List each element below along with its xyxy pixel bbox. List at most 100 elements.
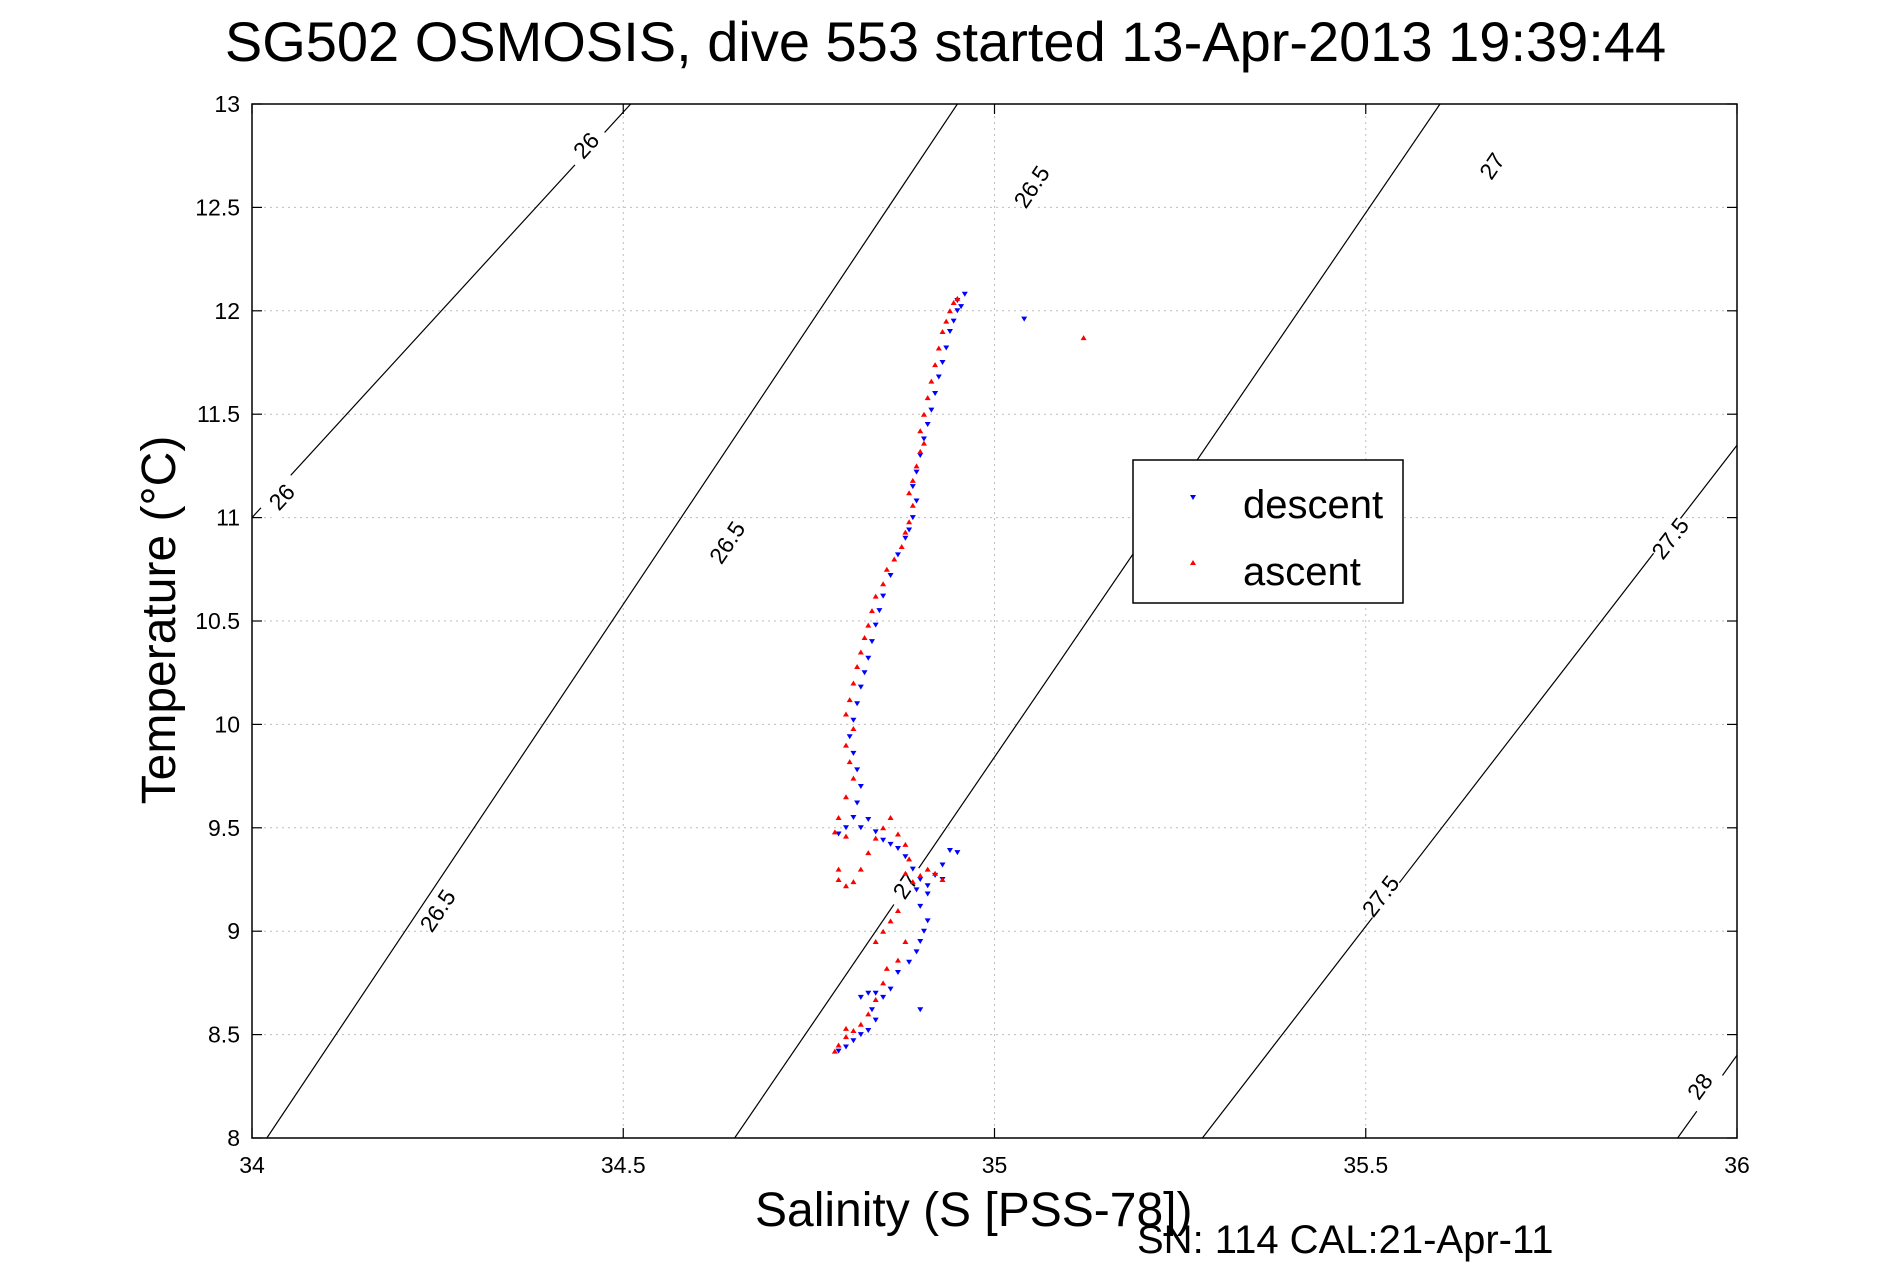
ascent-point	[920, 440, 927, 446]
descent-point	[850, 750, 857, 756]
ascent-point	[865, 622, 872, 628]
ascent-point	[850, 1027, 857, 1033]
descent-point	[913, 498, 920, 504]
ascent-point	[924, 395, 931, 401]
descent-point	[946, 328, 953, 334]
ascent-point	[902, 529, 909, 535]
descent-point	[954, 308, 961, 314]
x-tick-label: 35.5	[1343, 1152, 1388, 1178]
ascent-point	[835, 866, 842, 872]
y-tick-label: 8.5	[208, 1022, 240, 1048]
descent-point	[935, 374, 942, 380]
legend-box	[1132, 459, 1404, 604]
ascent-point	[939, 877, 946, 882]
ascent-point	[924, 866, 931, 872]
y-tick-label: 13	[214, 91, 240, 117]
descent-point	[887, 986, 894, 992]
ascent-point	[894, 957, 901, 963]
descent-point	[906, 527, 913, 533]
descent-point	[857, 1032, 864, 1038]
descent-point	[917, 1007, 924, 1013]
ascent-point	[913, 463, 920, 469]
axes: 34 34.5 35 35.5 36 8 8.5 9 9.5 10 10.5 11 11.5 12 12.5…	[195, 91, 1750, 1178]
y-tick-label: 11	[216, 505, 240, 531]
isopycnal-label-bg	[256, 471, 307, 523]
ascent-point	[843, 742, 849, 748]
descent-point	[894, 845, 901, 851]
descent-point	[850, 717, 857, 723]
ascent-point	[887, 814, 894, 820]
data-series	[831, 291, 1087, 1054]
x-axis-label: Salinity (S [PSS-78])	[755, 1184, 1193, 1237]
y-tick-label: 9.5	[208, 815, 240, 841]
ascent-point	[883, 965, 890, 971]
descent-point	[857, 994, 864, 1000]
descent-point	[835, 831, 842, 837]
descent-point	[868, 1007, 875, 1013]
descent-point	[850, 814, 857, 820]
isopycnal-label-bg	[1356, 870, 1406, 923]
isopycnal-line	[1201, 444, 1737, 1138]
ascent-point	[880, 825, 887, 831]
isopycnal-label-bg	[560, 119, 612, 172]
ascent-point	[906, 519, 913, 525]
descent-point	[861, 670, 868, 676]
descent-point	[835, 1048, 842, 1054]
ascent-point	[857, 1021, 864, 1027]
ascent-point	[954, 295, 961, 301]
y-tick-label: 9	[227, 918, 240, 944]
ascent-point	[917, 448, 924, 454]
ascent-point	[898, 544, 905, 550]
ascent-point	[902, 870, 909, 876]
ascent-point	[935, 345, 942, 351]
descent-point	[950, 318, 957, 324]
ascent-point	[835, 1042, 842, 1048]
ascent-point	[902, 939, 909, 945]
ascent-point	[950, 300, 957, 306]
descent-point	[872, 1017, 879, 1023]
ascent-point	[932, 870, 939, 876]
ascent-point	[835, 877, 842, 882]
descent-point	[857, 684, 864, 690]
descent-point	[872, 990, 879, 996]
descent-point	[872, 622, 879, 628]
descent-point	[909, 484, 916, 490]
ascent-point	[928, 378, 935, 384]
descent-point	[913, 887, 920, 893]
x-tick-label: 36	[1724, 1152, 1750, 1178]
ascent-point	[909, 502, 916, 508]
descent-point	[924, 883, 931, 889]
ascent-point	[850, 680, 857, 686]
y-tick-label: 12	[214, 298, 240, 324]
descent-point	[887, 841, 894, 847]
ascent-point	[872, 835, 879, 841]
descent-point	[932, 391, 939, 397]
isopycnal-label-bg	[881, 859, 930, 912]
ascent-point	[846, 759, 853, 765]
descent-point	[961, 291, 968, 297]
ascent-point	[846, 697, 853, 703]
ascent-point	[939, 328, 946, 334]
descent-point	[857, 783, 864, 789]
descent-point	[906, 959, 913, 965]
y-tick-label: 10.5	[195, 608, 240, 634]
ascent-point	[872, 593, 879, 599]
descent-point	[924, 918, 931, 924]
descent-point	[880, 994, 887, 1000]
descent-point	[917, 453, 924, 459]
descent-point	[939, 360, 946, 365]
y-axis-label: Temperature (°C)	[133, 435, 186, 805]
ascent-point	[865, 850, 872, 856]
ascent-point	[843, 1025, 849, 1031]
ascent-point	[906, 490, 913, 496]
isopycnal-line	[266, 104, 958, 1138]
isopycnal-label-bg	[1675, 1060, 1725, 1113]
ascent-point	[880, 581, 887, 587]
descent-point	[902, 854, 909, 860]
isopycnal-label-bg	[413, 884, 462, 937]
serial-calibration-note: SN: 114 CAL:21-Apr-11	[1137, 1218, 1554, 1262]
isopycnal-label-bg	[1468, 139, 1516, 193]
ascent-point	[880, 980, 887, 986]
legend: descent ascent	[1132, 459, 1404, 604]
